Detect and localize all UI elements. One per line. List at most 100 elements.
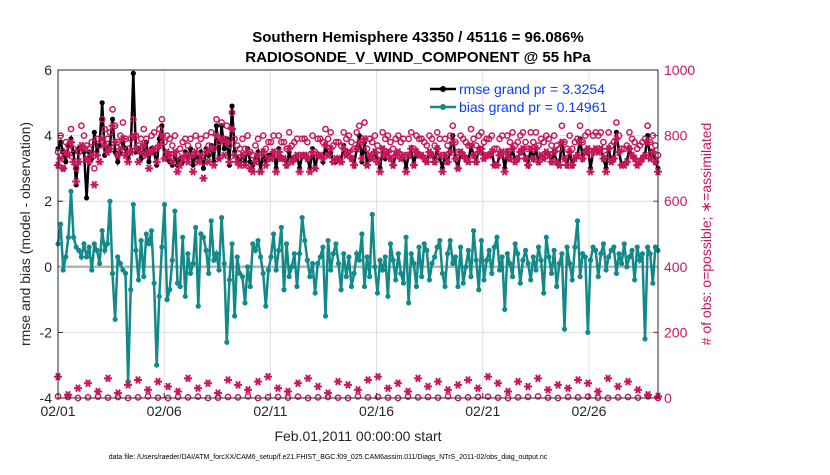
possible-marker	[644, 122, 651, 130]
assimilated-marker	[285, 144, 294, 153]
bias-point	[598, 251, 604, 257]
bias-point	[447, 237, 453, 244]
bias-point	[520, 257, 526, 263]
bias-point	[68, 188, 74, 194]
possible-marker	[252, 142, 259, 149]
assimilated-marker	[430, 157, 439, 166]
assimilated-marker	[134, 157, 143, 166]
possible-marker	[94, 393, 102, 401]
bias-point	[356, 257, 362, 263]
assimilated-marker	[344, 380, 352, 389]
bias-point	[156, 293, 162, 299]
bias-point	[538, 257, 544, 263]
bias-point	[89, 267, 95, 273]
star-stroke	[449, 138, 456, 147]
bias-point	[296, 251, 303, 257]
bias-point	[502, 306, 508, 313]
rmse-point	[213, 123, 220, 129]
possible-marker	[194, 142, 202, 149]
assimilated-marker	[464, 157, 473, 166]
star-stroke	[353, 144, 360, 153]
bias-point	[322, 313, 329, 319]
star-stroke	[561, 154, 568, 163]
assimilated-marker	[521, 154, 530, 163]
bias-point	[203, 247, 209, 253]
possible-marker	[374, 142, 381, 149]
bias-point	[281, 287, 287, 293]
right-tick-label: 0	[664, 390, 672, 406]
assimilated-marker	[326, 144, 335, 153]
star-stroke	[195, 384, 201, 393]
bias-point	[130, 201, 136, 208]
star-stroke	[75, 157, 82, 166]
star-stroke	[348, 154, 355, 163]
assimilated-marker	[114, 389, 122, 398]
assimilated-marker	[74, 157, 83, 166]
bias-point	[143, 231, 149, 237]
rmse-point	[115, 159, 121, 165]
star-stroke	[647, 154, 654, 163]
assimilated-marker	[615, 148, 624, 156]
star-stroke	[112, 138, 119, 147]
possible-marker	[280, 138, 288, 146]
assimilated-marker	[244, 385, 252, 394]
star-stroke	[270, 148, 277, 156]
assimilated-marker	[204, 379, 212, 388]
bias-point	[200, 234, 207, 240]
assimilated-marker	[184, 374, 192, 383]
bias-point	[567, 260, 573, 267]
possible-marker	[91, 165, 98, 172]
possible-marker	[324, 135, 332, 143]
star-stroke	[265, 372, 271, 381]
bias-point	[294, 283, 300, 290]
star-stroke	[527, 144, 534, 153]
assimilated-marker	[524, 382, 532, 391]
bias-point	[577, 274, 583, 280]
possible-marker	[574, 393, 582, 401]
assimilated-marker	[604, 144, 613, 153]
bias-point	[374, 290, 381, 296]
assimilated-marker	[294, 379, 302, 388]
possible-marker	[394, 132, 402, 139]
assimilated-marker	[337, 157, 346, 166]
bias-point	[354, 251, 360, 257]
possible-marker	[267, 138, 275, 146]
bias-point	[600, 241, 607, 247]
star-stroke	[138, 148, 144, 156]
legend-marker-bias	[440, 104, 446, 110]
x-tick-label: 02/16	[359, 403, 394, 419]
possible-marker	[558, 122, 566, 130]
bias-point	[507, 260, 513, 267]
rmse-point	[200, 165, 207, 171]
star-stroke	[605, 144, 612, 153]
bias-point	[369, 211, 375, 217]
assimilated-marker	[557, 138, 566, 147]
possible-marker	[613, 119, 620, 126]
assimilated-marker	[155, 141, 164, 150]
bias-point	[372, 264, 378, 270]
bias-point	[452, 254, 459, 260]
star-stroke	[225, 375, 231, 384]
assimilated-marker	[207, 144, 216, 153]
bias-point	[91, 241, 97, 247]
star-stroke	[115, 389, 121, 398]
bias-point	[94, 247, 100, 253]
possible-marker	[134, 393, 142, 401]
bias-point	[587, 257, 594, 263]
star-stroke	[281, 154, 287, 163]
bias-point	[359, 231, 365, 237]
possible-marker	[140, 125, 148, 133]
possible-marker	[158, 115, 166, 123]
possible-marker	[488, 132, 496, 139]
assimilated-marker	[513, 154, 522, 163]
bias-point	[559, 251, 565, 257]
assimilated-marker	[183, 157, 192, 166]
bias-point	[128, 287, 134, 293]
bias-point	[315, 260, 321, 267]
possible-marker	[184, 393, 192, 401]
bias-point	[250, 241, 256, 247]
assimilated-marker	[66, 138, 75, 147]
star-stroke	[515, 377, 521, 386]
star-stroke	[455, 380, 461, 389]
star-stroke	[105, 374, 111, 383]
